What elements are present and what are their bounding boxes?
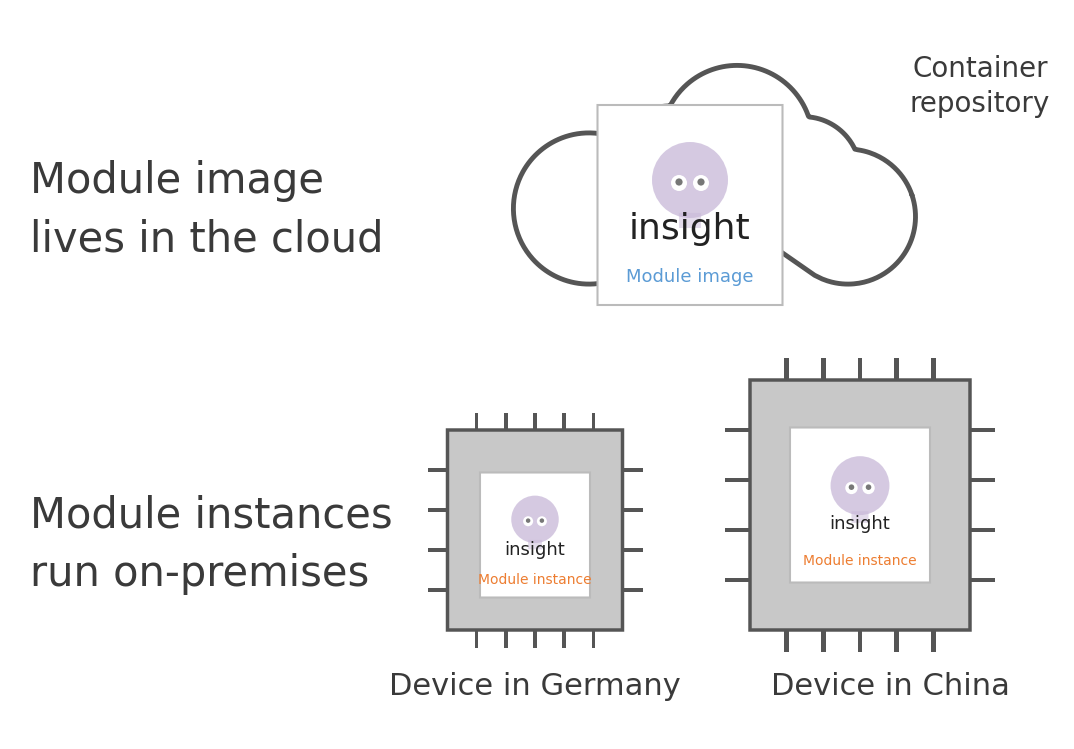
Bar (970, 478, 995, 482)
Bar (822, 358, 826, 380)
Bar (970, 528, 995, 533)
Bar (427, 468, 448, 472)
Circle shape (676, 178, 683, 186)
Text: Device in China: Device in China (770, 672, 1010, 701)
Bar (725, 577, 750, 582)
Bar (534, 630, 537, 647)
Text: Module instances
run on-premises: Module instances run on-premises (30, 495, 393, 595)
Bar (563, 630, 566, 647)
Bar (822, 630, 826, 652)
Circle shape (671, 175, 687, 191)
Bar (931, 630, 935, 652)
FancyBboxPatch shape (679, 213, 701, 228)
Bar (858, 358, 862, 380)
Bar (534, 413, 537, 430)
Bar (427, 548, 448, 552)
Circle shape (697, 178, 705, 186)
Text: Module instance: Module instance (803, 554, 917, 568)
Bar (623, 588, 642, 592)
Circle shape (537, 516, 547, 527)
Polygon shape (513, 65, 915, 284)
Bar (970, 428, 995, 432)
Bar (623, 548, 642, 552)
Bar (427, 509, 448, 512)
Bar (784, 630, 789, 652)
Bar (563, 413, 566, 430)
Text: Container
repository: Container repository (910, 55, 1050, 118)
Bar (725, 478, 750, 482)
Circle shape (526, 518, 531, 523)
Bar (504, 630, 508, 647)
Bar (895, 358, 899, 380)
FancyBboxPatch shape (480, 473, 590, 598)
FancyBboxPatch shape (528, 540, 542, 549)
Circle shape (845, 482, 858, 494)
Bar (427, 588, 448, 592)
Circle shape (848, 485, 854, 490)
Circle shape (830, 456, 889, 515)
Text: insight: insight (829, 515, 890, 533)
Bar (970, 577, 995, 582)
FancyBboxPatch shape (750, 380, 970, 630)
Bar (895, 630, 899, 652)
Bar (725, 428, 750, 432)
Bar (858, 630, 862, 652)
Bar (504, 413, 508, 430)
Circle shape (539, 518, 545, 523)
Circle shape (511, 496, 558, 543)
Circle shape (652, 142, 728, 218)
Bar (784, 358, 789, 380)
Text: insight: insight (505, 541, 565, 559)
Text: insight: insight (629, 212, 751, 246)
Bar (623, 509, 642, 512)
Circle shape (523, 516, 533, 527)
Bar (623, 468, 642, 472)
FancyBboxPatch shape (790, 428, 930, 583)
Circle shape (693, 175, 709, 191)
Text: Module image
lives in the cloud: Module image lives in the cloud (30, 160, 383, 260)
Text: Device in Germany: Device in Germany (389, 672, 681, 701)
Text: Module image: Module image (626, 268, 754, 286)
FancyBboxPatch shape (448, 430, 623, 630)
FancyBboxPatch shape (597, 105, 783, 305)
FancyBboxPatch shape (852, 512, 869, 523)
Circle shape (866, 485, 871, 490)
Bar (725, 528, 750, 533)
Bar (475, 630, 478, 647)
Bar (592, 413, 595, 430)
Bar (475, 413, 478, 430)
Text: Module instance: Module instance (478, 573, 592, 587)
Circle shape (862, 482, 874, 494)
Bar (931, 358, 935, 380)
Bar (592, 630, 595, 647)
